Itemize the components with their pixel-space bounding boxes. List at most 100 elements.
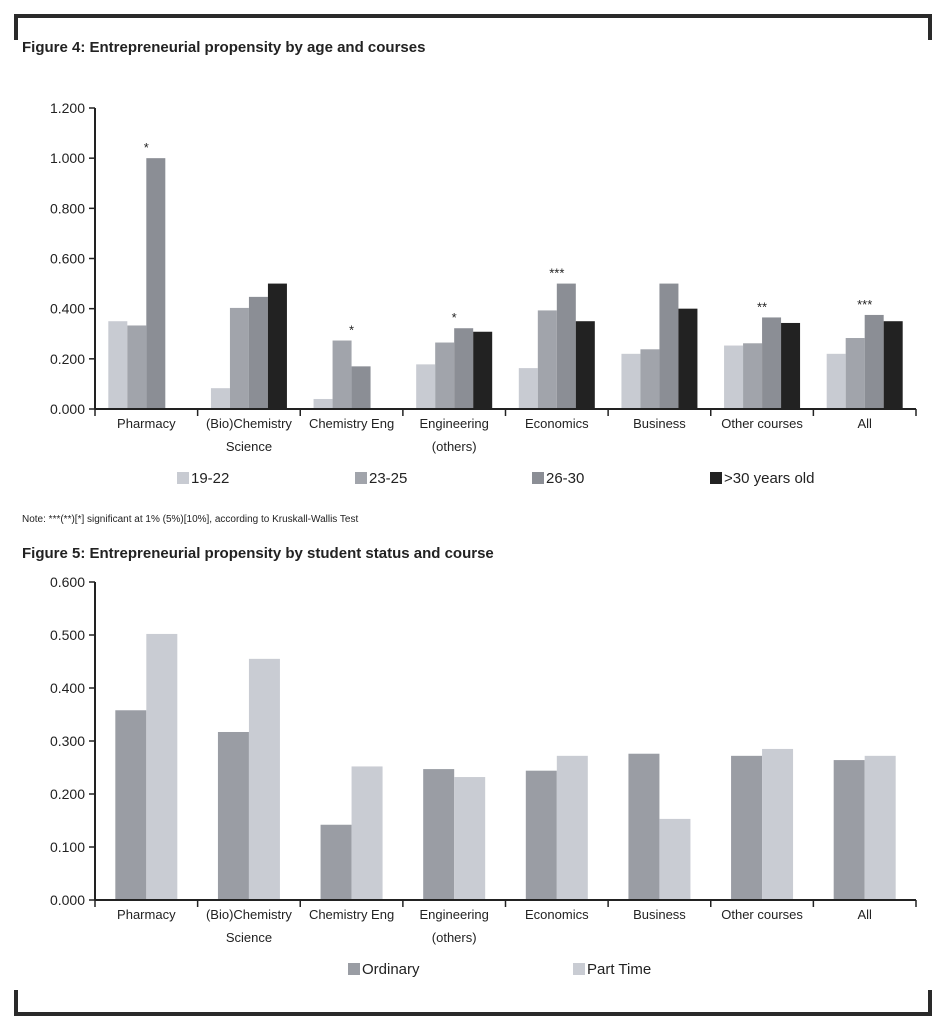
y-tick-label: 1.200	[50, 100, 85, 116]
bar	[115, 710, 147, 900]
x-category-label: Engineering	[419, 416, 488, 431]
legend-swatch	[573, 963, 585, 975]
bar	[731, 755, 763, 900]
significance-note: Note: ***(**)[*] significant at 1% (5%)[…	[22, 514, 359, 525]
x-category-label: Pharmacy	[117, 907, 176, 922]
bar	[518, 368, 538, 409]
significance-marker: *	[452, 310, 457, 325]
frame-bracket-top	[14, 14, 932, 40]
x-category-label: Engineering	[419, 907, 488, 922]
x-category-label: Business	[633, 907, 686, 922]
bar	[781, 322, 801, 409]
bar	[248, 658, 280, 900]
y-tick-label: 1.000	[50, 150, 85, 166]
bar	[537, 310, 557, 409]
y-tick-label: 0.100	[50, 839, 85, 855]
x-category-label: Business	[633, 416, 686, 431]
bar	[108, 321, 128, 409]
bar	[320, 824, 352, 900]
legend-label: Ordinary	[362, 961, 420, 978]
x-category-label: Other courses	[721, 907, 803, 922]
bar	[659, 818, 691, 900]
x-category-label: Pharmacy	[117, 416, 176, 431]
bar	[313, 398, 333, 409]
y-tick-label: 0.000	[50, 892, 85, 908]
legend-swatch	[710, 472, 722, 484]
y-tick-label: 0.600	[50, 574, 85, 590]
legend-swatch	[355, 472, 367, 484]
bar	[127, 325, 147, 409]
bar	[217, 731, 249, 900]
significance-marker: ***	[549, 266, 564, 281]
x-category-label: Economics	[525, 416, 589, 431]
bar	[556, 755, 588, 900]
bar	[473, 331, 493, 409]
y-tick-label: 0.000	[50, 401, 85, 417]
significance-marker: *	[349, 323, 354, 338]
legend-swatch	[177, 472, 189, 484]
bar	[628, 753, 660, 900]
legend-swatch	[348, 963, 360, 975]
y-tick-label: 0.200	[50, 351, 85, 367]
bar	[883, 321, 903, 409]
legend-label: 26-30	[546, 470, 584, 487]
bar	[416, 364, 436, 409]
legend-label: Part Time	[587, 961, 651, 978]
bar	[146, 633, 178, 900]
y-tick-label: 0.600	[50, 251, 85, 267]
bar	[556, 283, 576, 409]
x-category-label: Chemistry Eng	[309, 907, 394, 922]
bar	[678, 308, 698, 409]
significance-marker: ***	[857, 297, 872, 312]
x-category-label: Science	[226, 930, 272, 945]
bar	[743, 343, 763, 409]
x-category-label: (Bio)Chemistry	[206, 416, 292, 431]
bar	[762, 748, 794, 900]
bar	[762, 317, 782, 409]
bar	[864, 755, 896, 900]
x-category-label: All	[857, 416, 872, 431]
frame-bracket-bottom	[14, 990, 932, 1016]
y-tick-label: 0.400	[50, 301, 85, 317]
y-tick-label: 0.300	[50, 733, 85, 749]
legend-label: 23-25	[369, 470, 407, 487]
bar	[525, 770, 557, 900]
bar	[146, 158, 166, 409]
figure-4-chart: 0.0000.2000.4000.6000.8001.0001.200*****…	[50, 100, 917, 487]
bar	[724, 345, 744, 409]
bar	[435, 342, 455, 409]
y-tick-label: 0.400	[50, 680, 85, 696]
figure-5-chart: 0.000 0.100 0.200 0.300 0.400 0.500 0.600 Pharm…	[50, 574, 917, 978]
bar	[659, 283, 679, 409]
x-category-label: Economics	[525, 907, 589, 922]
x-category-label: (others)	[432, 930, 477, 945]
figure-4-title: Figure 4: Entrepreneurial propensity by …	[22, 39, 426, 56]
bar	[248, 296, 268, 409]
bar	[621, 353, 641, 409]
bar	[351, 366, 371, 409]
bar	[640, 349, 660, 409]
bar	[833, 760, 865, 900]
bar	[864, 314, 884, 409]
bar	[423, 769, 455, 900]
x-category-label: (others)	[432, 439, 477, 454]
figure-5-title: Figure 5: Entrepreneurial propensity by …	[22, 545, 494, 562]
significance-marker: *	[144, 140, 149, 155]
bar	[332, 340, 352, 409]
x-category-label: Other courses	[721, 416, 803, 431]
bar	[210, 388, 230, 409]
x-category-label: All	[857, 907, 872, 922]
bar	[267, 283, 287, 409]
x-category-label: Science	[226, 439, 272, 454]
bar	[575, 321, 595, 409]
legend-label: 19-22	[191, 470, 229, 487]
y-tick-label: 0.200	[50, 786, 85, 802]
legend-label: >30 years old	[724, 470, 814, 487]
bar	[454, 777, 486, 900]
legend-swatch	[532, 472, 544, 484]
bar	[845, 338, 865, 409]
x-category-label: Chemistry Eng	[309, 416, 394, 431]
y-tick-label: 0.500	[50, 627, 85, 643]
bar	[454, 328, 474, 409]
bar	[229, 307, 249, 409]
